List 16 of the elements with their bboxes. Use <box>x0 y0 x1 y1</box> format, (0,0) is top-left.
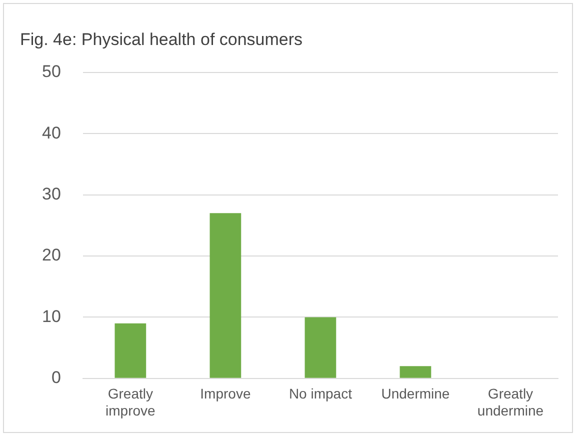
bar <box>400 366 432 378</box>
y-tick-label: 40 <box>42 123 61 142</box>
chart-title: Fig. 4e: Physical health of consumers <box>20 30 303 49</box>
y-tick-label: 30 <box>42 184 61 204</box>
y-tick-label: 20 <box>42 246 61 265</box>
y-tick-label: 0 <box>51 368 61 388</box>
x-tick-label: Greatly improve <box>106 386 156 418</box>
bar <box>304 317 336 378</box>
x-tick-label: Undermine <box>381 386 450 402</box>
x-tick-label: Improve <box>200 386 251 402</box>
bar <box>210 213 242 378</box>
y-tick-label: 10 <box>42 306 61 326</box>
x-tick-label: Greatly undermine <box>477 386 544 418</box>
bar <box>114 323 146 378</box>
y-tick-label: 50 <box>42 62 61 82</box>
x-tick-label: No impact <box>288 386 352 402</box>
